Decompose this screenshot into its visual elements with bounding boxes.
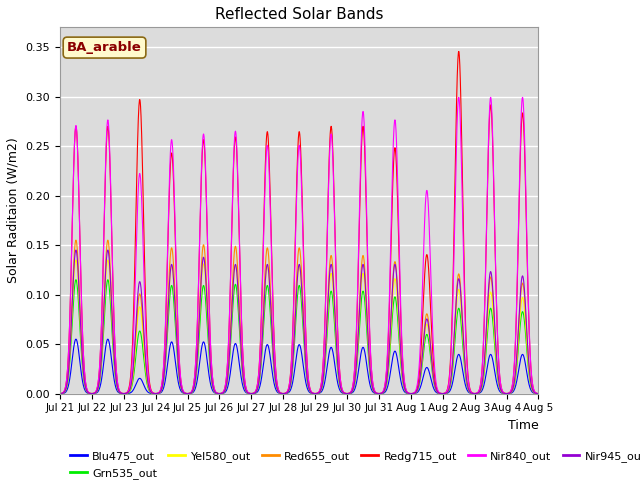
Red655_out: [56, 391, 64, 396]
Line: Nir945_out: Nir945_out: [60, 250, 538, 394]
Redg715_out: [239, 362, 247, 368]
Yel580_out: [260, 297, 268, 302]
Yel580_out: [56, 391, 64, 396]
Red655_out: [260, 283, 268, 288]
Line: Yel580_out: Yel580_out: [60, 260, 538, 394]
Nir945_out: [525, 365, 533, 371]
Redg715_out: [525, 330, 533, 336]
Grn535_out: [260, 311, 268, 316]
Blu475_out: [56, 391, 64, 396]
Grn535_out: [56, 391, 64, 396]
Redg715_out: [260, 203, 268, 209]
Nir840_out: [518, 95, 526, 100]
Blu475_out: [111, 380, 118, 385]
Redg715_out: [111, 334, 118, 339]
Nir840_out: [260, 213, 268, 218]
Y-axis label: Solar Raditaion (W/m2): Solar Raditaion (W/m2): [7, 138, 20, 283]
Nir840_out: [525, 326, 533, 332]
Red655_out: [534, 391, 542, 396]
Red655_out: [525, 367, 533, 372]
Red655_out: [240, 376, 248, 382]
Nir945_out: [111, 362, 118, 368]
Blu475_out: [140, 380, 147, 386]
Nir945_out: [140, 315, 147, 321]
Nir945_out: [534, 391, 542, 396]
Nir945_out: [72, 247, 80, 253]
Redg715_out: [56, 391, 64, 396]
Line: Redg715_out: Redg715_out: [60, 51, 538, 394]
Line: Nir840_out: Nir840_out: [60, 97, 538, 394]
Grn535_out: [111, 368, 118, 374]
Yel580_out: [240, 378, 248, 384]
Blu475_out: [474, 391, 481, 396]
Redg715_out: [534, 391, 542, 396]
Redg715_out: [474, 390, 481, 396]
Yel580_out: [140, 332, 147, 337]
Nir840_out: [139, 236, 147, 242]
Grn535_out: [140, 348, 147, 354]
Grn535_out: [534, 391, 542, 396]
Nir945_out: [56, 391, 64, 396]
Redg715_out: [455, 48, 463, 54]
Grn535_out: [72, 277, 80, 283]
Yel580_out: [534, 391, 542, 396]
Legend: Blu475_out, Grn535_out, Yel580_out, Red655_out, Redg715_out, Nir840_out, Nir945_: Blu475_out, Grn535_out, Yel580_out, Red6…: [65, 447, 640, 480]
Blu475_out: [525, 382, 533, 388]
Red655_out: [474, 390, 481, 396]
Line: Grn535_out: Grn535_out: [60, 280, 538, 394]
Title: Reflected Solar Bands: Reflected Solar Bands: [215, 7, 383, 22]
Blu475_out: [534, 391, 542, 396]
Nir840_out: [56, 391, 64, 396]
Yel580_out: [474, 390, 481, 396]
Red655_out: [140, 323, 147, 329]
Nir945_out: [474, 390, 481, 396]
Nir840_out: [474, 390, 481, 396]
Nir840_out: [534, 391, 542, 396]
Redg715_out: [139, 184, 147, 190]
Text: BA_arable: BA_arable: [67, 41, 142, 54]
Red655_out: [111, 360, 118, 366]
Grn535_out: [240, 380, 248, 385]
Red655_out: [72, 237, 80, 243]
Nir945_out: [240, 378, 248, 384]
Line: Red655_out: Red655_out: [60, 240, 538, 394]
Blu475_out: [260, 354, 268, 360]
Yel580_out: [111, 364, 118, 370]
Blu475_out: [72, 336, 80, 342]
Line: Blu475_out: Blu475_out: [60, 339, 538, 394]
X-axis label: Time: Time: [508, 419, 538, 432]
Nir840_out: [239, 362, 247, 368]
Nir945_out: [260, 295, 268, 300]
Nir840_out: [111, 332, 118, 338]
Yel580_out: [72, 257, 80, 263]
Yel580_out: [525, 370, 533, 376]
Grn535_out: [525, 373, 533, 379]
Blu475_out: [240, 385, 248, 391]
Grn535_out: [474, 390, 481, 396]
